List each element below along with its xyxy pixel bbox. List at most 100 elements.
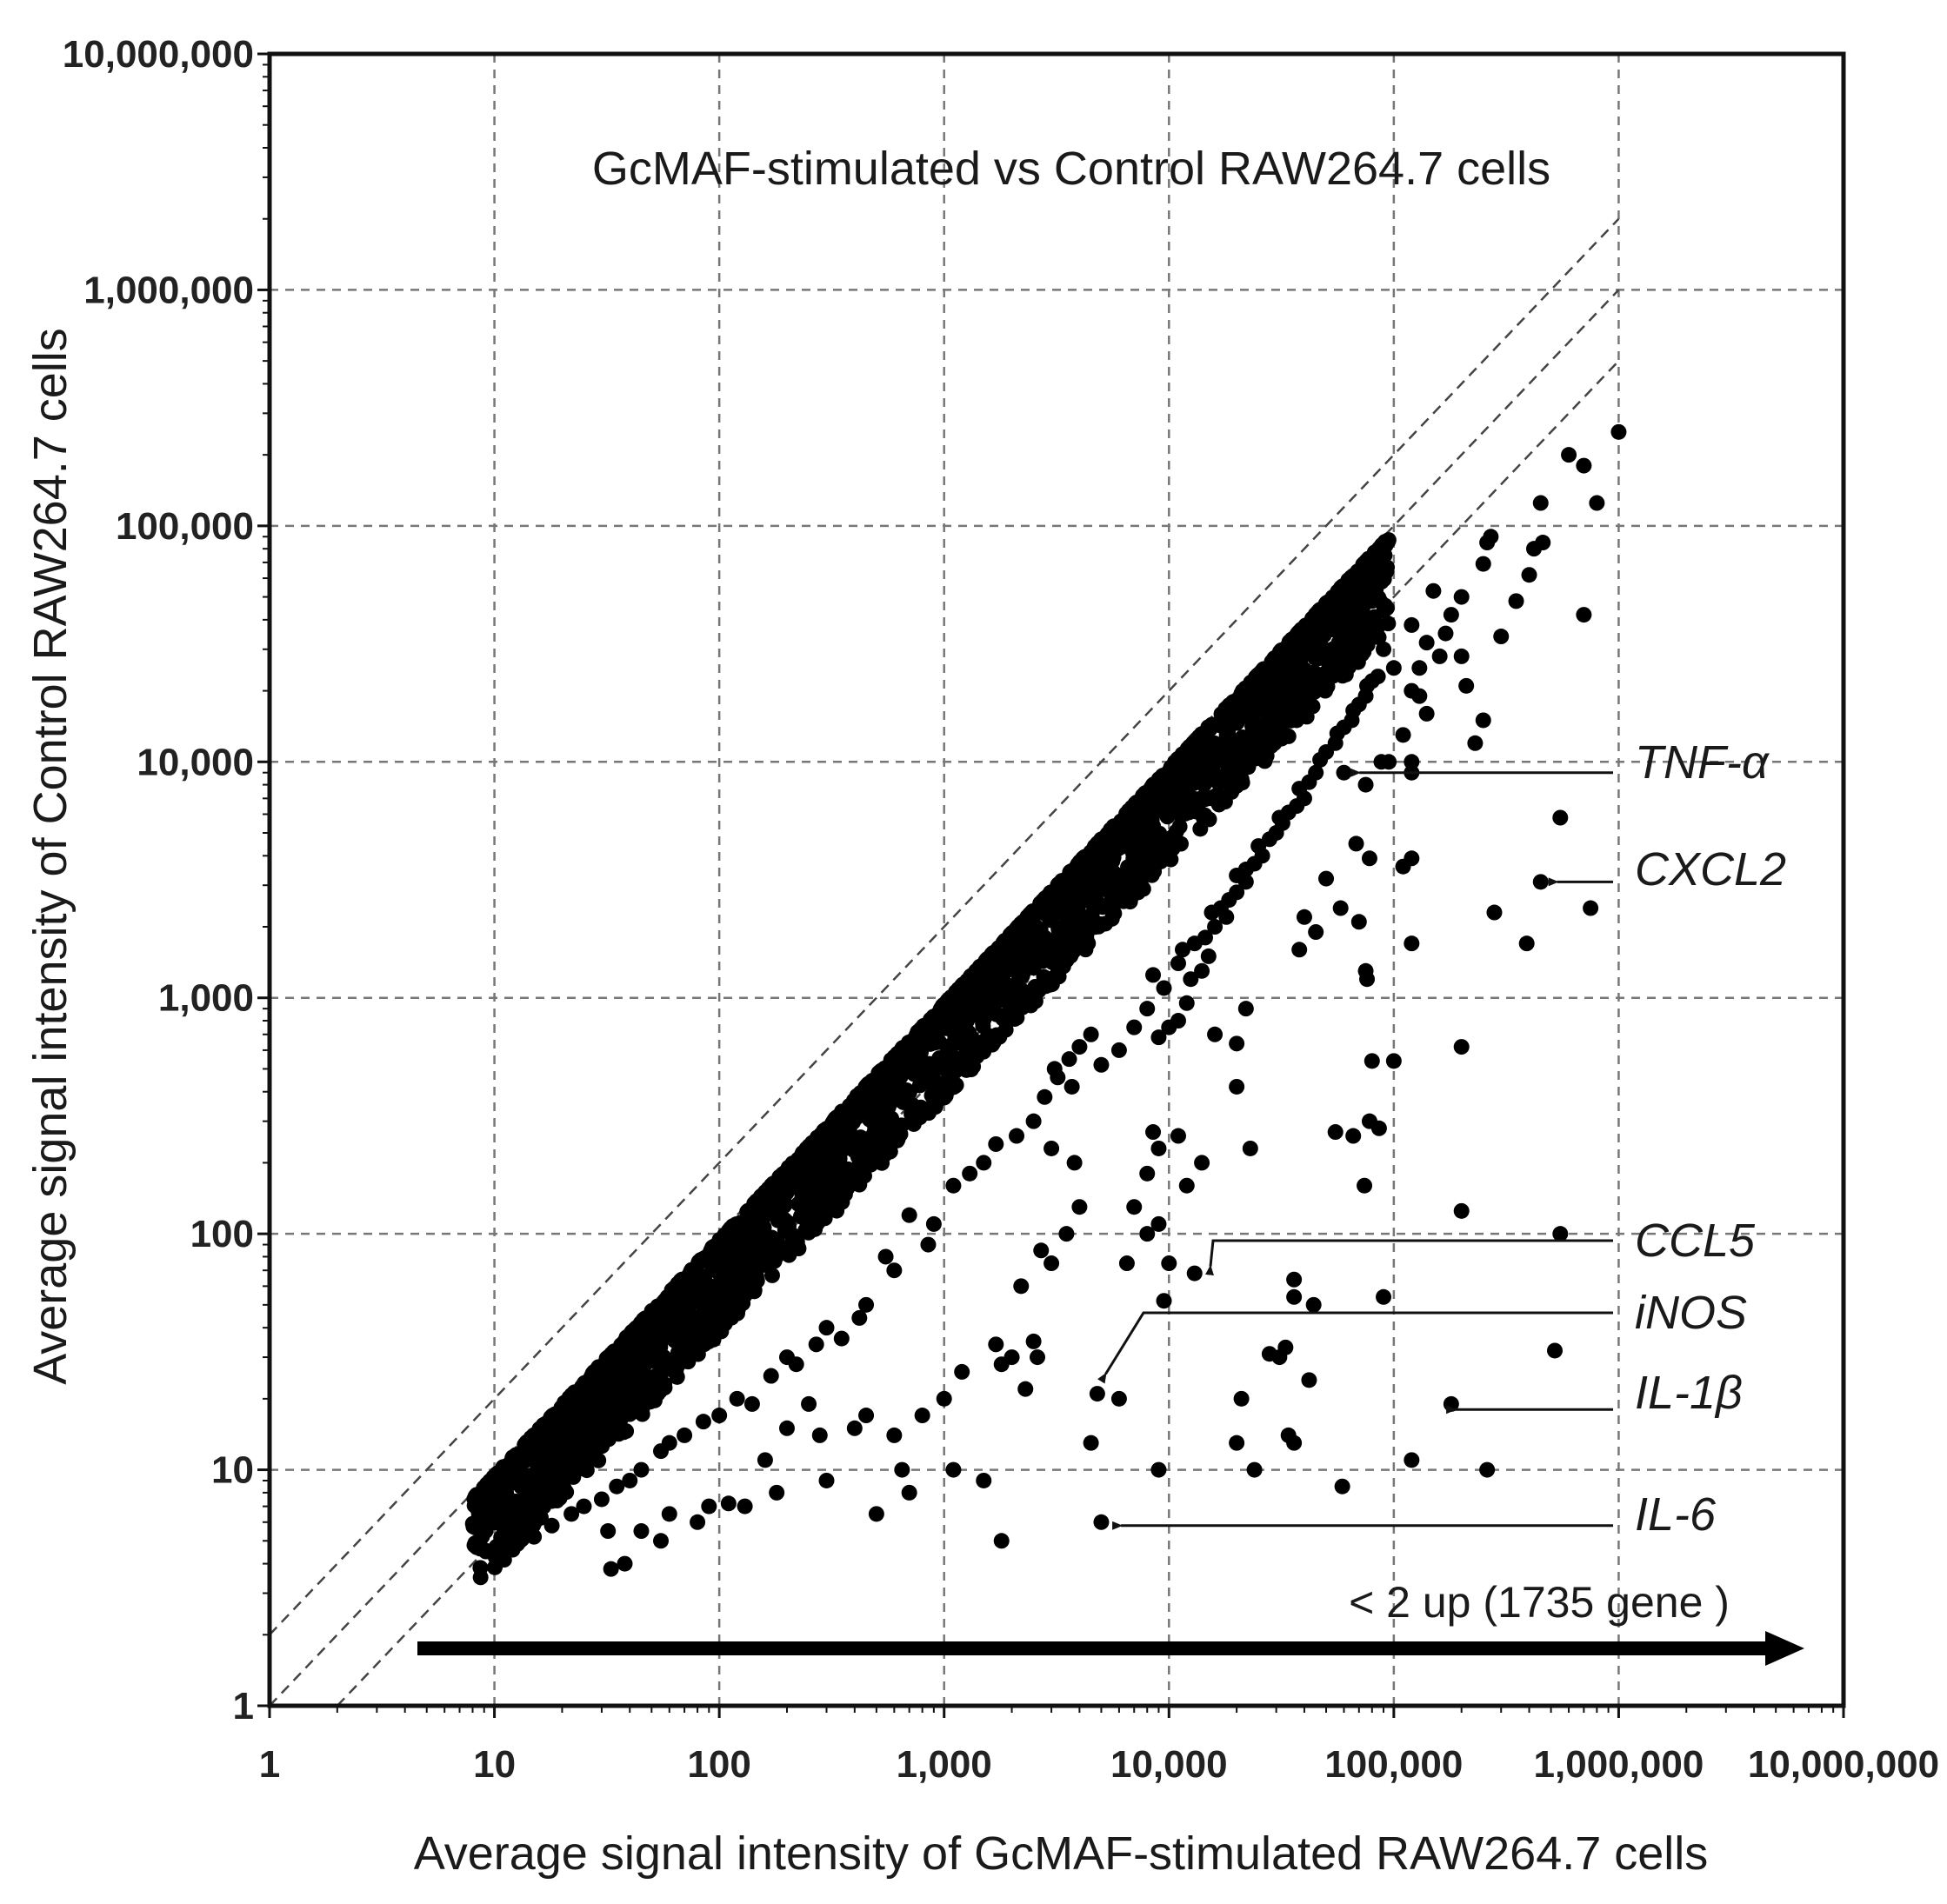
- data-point: [1110, 1390, 1127, 1407]
- data-point: [792, 1162, 809, 1179]
- data-point: [1150, 1461, 1167, 1478]
- data-point: [563, 1506, 580, 1522]
- data-point: [925, 1215, 942, 1232]
- chart-title: GcMAF-stimulated vs Control RAW264.7 cel…: [592, 143, 1550, 195]
- data-point: [1066, 1155, 1083, 1171]
- data-point: [649, 1367, 665, 1383]
- data-point: [548, 1435, 564, 1451]
- gene-label: TNF-α: [1635, 736, 1770, 789]
- data-point: [543, 1517, 560, 1534]
- data-point: [699, 1294, 716, 1310]
- data-point: [545, 1455, 562, 1471]
- data-point: [717, 1234, 733, 1250]
- data-point: [1188, 803, 1204, 820]
- data-point: [688, 1316, 704, 1333]
- data-point: [1135, 881, 1151, 897]
- data-point: [1589, 495, 1605, 511]
- data-point: [1064, 871, 1080, 888]
- data-point: [512, 1505, 529, 1521]
- data-point: [593, 1491, 610, 1508]
- data-point: [1170, 1128, 1186, 1144]
- data-point: [1013, 1278, 1030, 1295]
- data-point: [894, 1461, 910, 1478]
- data-point: [1359, 971, 1376, 988]
- axis-ticks: 1 10 100 1,000 10,000 100,000 1,000,000 10,000,…: [63, 33, 1939, 1786]
- data-point: [1418, 705, 1435, 722]
- data-point: [988, 979, 1004, 995]
- data-point: [1583, 900, 1599, 916]
- x-tick-label: 10,000,000: [1748, 1743, 1939, 1786]
- data-point: [685, 1292, 702, 1308]
- data-point: [1431, 648, 1448, 664]
- data-point: [1102, 835, 1118, 851]
- data-point: [1404, 1452, 1420, 1468]
- data-point: [1313, 637, 1330, 654]
- data-point: [1291, 781, 1308, 797]
- data-point: [1089, 1386, 1105, 1402]
- data-point: [794, 1145, 810, 1162]
- data-point: [962, 1165, 978, 1182]
- data-point: [663, 1282, 680, 1298]
- data-point: [1561, 447, 1577, 463]
- data-point: [920, 1074, 937, 1090]
- data-point: [1093, 1514, 1110, 1530]
- data-point: [1195, 789, 1211, 805]
- data-point: [1404, 616, 1420, 633]
- data-point: [1183, 971, 1199, 988]
- data-point: [1307, 649, 1324, 666]
- data-point: [637, 1355, 653, 1372]
- data-point: [1044, 970, 1060, 987]
- data-point: [588, 1407, 604, 1423]
- data-point: [914, 1408, 930, 1424]
- data-point: [472, 1569, 489, 1586]
- data-point: [1186, 1265, 1203, 1282]
- data-point: [1475, 712, 1491, 729]
- data-point: [1289, 712, 1305, 729]
- data-point: [1144, 867, 1160, 883]
- data-point: [661, 1506, 677, 1522]
- data-point: [1030, 1349, 1046, 1366]
- data-point: [853, 1089, 870, 1106]
- data-point: [823, 1169, 840, 1186]
- gene-label: iNOS: [1635, 1287, 1747, 1339]
- data-point: [533, 1494, 550, 1510]
- data-point: [1161, 1019, 1177, 1035]
- data-point: [909, 1045, 925, 1062]
- data-point: [988, 1135, 1004, 1152]
- data-point: [1025, 1333, 1042, 1349]
- data-point: [477, 1542, 494, 1559]
- data-point: [674, 1292, 690, 1308]
- data-point: [1018, 940, 1035, 956]
- data-point: [925, 1009, 942, 1025]
- data-point: [1518, 935, 1535, 952]
- data-point: [1395, 858, 1411, 875]
- data-point: [707, 1281, 723, 1297]
- data-point: [1207, 919, 1224, 935]
- data-point: [1158, 784, 1175, 801]
- data-point: [1290, 624, 1306, 641]
- data-point: [1350, 596, 1367, 613]
- data-point: [711, 1408, 728, 1424]
- data-point: [1200, 948, 1217, 964]
- data-point: [877, 1248, 894, 1265]
- y-tick-label: 10,000: [137, 741, 254, 783]
- data-point: [811, 1427, 828, 1443]
- data-point: [837, 1186, 853, 1202]
- data-point: [497, 1484, 514, 1501]
- data-point: [1145, 1124, 1162, 1141]
- data-point: [1139, 1001, 1156, 1017]
- data-point: [1015, 914, 1031, 930]
- data-point: [1168, 823, 1184, 840]
- data-point: [1105, 849, 1122, 866]
- y-axis-title: Average signal intensity of Control RAW2…: [24, 328, 77, 1385]
- data-point: [723, 1309, 740, 1326]
- data-point: [1373, 541, 1390, 557]
- data-point: [801, 1395, 817, 1412]
- data-point: [1044, 1255, 1060, 1272]
- data-point: [577, 1375, 593, 1391]
- data-point: [940, 995, 957, 1012]
- data-point: [1106, 882, 1123, 898]
- data-point: [1123, 890, 1139, 907]
- reference-line: [269, 217, 1620, 1636]
- data-point: [829, 1202, 845, 1219]
